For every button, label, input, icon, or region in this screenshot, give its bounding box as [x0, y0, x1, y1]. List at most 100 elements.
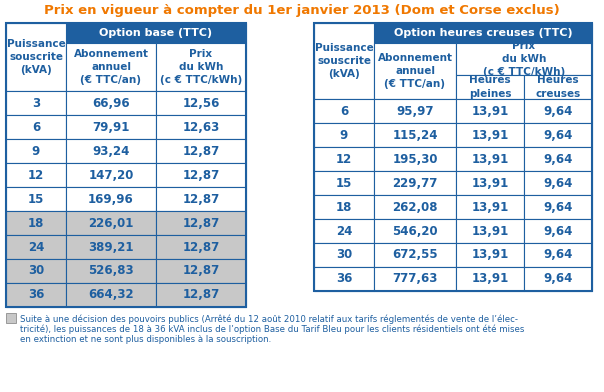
Text: 9: 9: [340, 129, 348, 142]
Bar: [456, 267, 524, 291]
Text: 526,83: 526,83: [88, 265, 134, 278]
Text: Abonnement
annuel
(€ TTC/an): Abonnement annuel (€ TTC/an): [74, 49, 149, 85]
Text: 15: 15: [28, 192, 44, 205]
Bar: [374, 171, 456, 195]
Bar: [374, 123, 456, 147]
Text: Puissance
souscrite
(kVA): Puissance souscrite (kVA): [7, 39, 65, 75]
Text: Heures
creuses: Heures creuses: [535, 75, 580, 99]
Text: 115,24: 115,24: [392, 129, 438, 142]
Bar: [314, 99, 374, 123]
Bar: [66, 259, 156, 283]
Text: Suite à une décision des pouvoirs publics (Arrêté du 12 août 2010 relatif aux ta: Suite à une décision des pouvoirs public…: [20, 315, 518, 325]
Text: Prix
du kWh
(c € TTC/kWh): Prix du kWh (c € TTC/kWh): [483, 41, 565, 77]
Text: 9,64: 9,64: [544, 272, 573, 285]
Bar: [314, 23, 592, 291]
Bar: [156, 91, 246, 115]
Bar: [374, 243, 456, 267]
Text: 6: 6: [340, 105, 348, 118]
Text: 79,91: 79,91: [92, 120, 130, 134]
Text: Heures
pleines: Heures pleines: [469, 75, 511, 99]
Text: 9,64: 9,64: [544, 200, 573, 214]
Bar: [314, 23, 374, 99]
Bar: [524, 123, 592, 147]
Bar: [456, 195, 524, 219]
Text: 12: 12: [28, 169, 44, 181]
Bar: [524, 99, 592, 123]
Bar: [6, 139, 66, 163]
Text: 9,64: 9,64: [544, 129, 573, 142]
Text: 12,63: 12,63: [182, 120, 220, 134]
Bar: [374, 23, 592, 43]
Bar: [374, 99, 456, 123]
Text: 546,20: 546,20: [392, 225, 438, 238]
Text: 13,91: 13,91: [471, 225, 509, 238]
Text: 229,77: 229,77: [393, 176, 438, 189]
Bar: [456, 75, 524, 99]
Text: 13,91: 13,91: [471, 152, 509, 165]
Bar: [456, 219, 524, 243]
Text: 226,01: 226,01: [88, 216, 133, 229]
Text: tricité), les puissances de 18 à 36 kVA inclus de l’option Base du Tarif Bleu po: tricité), les puissances de 18 à 36 kVA …: [20, 325, 524, 334]
Bar: [6, 259, 66, 283]
Text: 9,64: 9,64: [544, 152, 573, 165]
Bar: [66, 235, 156, 259]
Bar: [456, 243, 524, 267]
Bar: [6, 163, 66, 187]
Bar: [456, 147, 524, 171]
Text: 6: 6: [32, 120, 40, 134]
Text: en extinction et ne sont plus disponibles à la souscription.: en extinction et ne sont plus disponible…: [20, 335, 271, 344]
Text: 664,32: 664,32: [88, 289, 134, 301]
Text: 262,08: 262,08: [392, 200, 438, 214]
Bar: [314, 171, 374, 195]
Bar: [156, 139, 246, 163]
Bar: [374, 219, 456, 243]
Bar: [314, 219, 374, 243]
Text: 9,64: 9,64: [544, 249, 573, 261]
Text: 12,87: 12,87: [182, 145, 220, 158]
Text: 18: 18: [336, 200, 352, 214]
Text: 13,91: 13,91: [471, 105, 509, 118]
Text: 12,87: 12,87: [182, 241, 220, 254]
Bar: [156, 43, 246, 91]
Text: 12,87: 12,87: [182, 169, 220, 181]
Bar: [6, 283, 66, 307]
Bar: [524, 147, 592, 171]
Text: Prix
du kWh
(c € TTC/kWh): Prix du kWh (c € TTC/kWh): [160, 49, 242, 85]
Bar: [456, 99, 524, 123]
Bar: [156, 115, 246, 139]
Bar: [66, 23, 246, 43]
Bar: [156, 259, 246, 283]
Text: Option heures creuses (TTC): Option heures creuses (TTC): [394, 28, 573, 38]
Bar: [524, 195, 592, 219]
Text: 3: 3: [32, 96, 40, 109]
Bar: [524, 267, 592, 291]
Bar: [374, 147, 456, 171]
Bar: [6, 91, 66, 115]
Bar: [66, 139, 156, 163]
Bar: [66, 43, 156, 91]
Bar: [524, 171, 592, 195]
Text: 9,64: 9,64: [544, 225, 573, 238]
Text: 13,91: 13,91: [471, 129, 509, 142]
Text: 9: 9: [32, 145, 40, 158]
Text: 30: 30: [336, 249, 352, 261]
Bar: [156, 187, 246, 211]
Text: 777,63: 777,63: [393, 272, 438, 285]
Bar: [156, 211, 246, 235]
Text: 95,97: 95,97: [396, 105, 434, 118]
Text: 9,64: 9,64: [544, 105, 573, 118]
Text: 15: 15: [336, 176, 352, 189]
Bar: [156, 163, 246, 187]
Bar: [66, 211, 156, 235]
Text: 195,30: 195,30: [392, 152, 438, 165]
Text: 389,21: 389,21: [88, 241, 133, 254]
Bar: [66, 115, 156, 139]
Text: 147,20: 147,20: [88, 169, 133, 181]
Bar: [66, 283, 156, 307]
Text: 36: 36: [28, 289, 44, 301]
Bar: [314, 147, 374, 171]
Text: 12,87: 12,87: [182, 192, 220, 205]
Text: 30: 30: [28, 265, 44, 278]
Text: 12,87: 12,87: [182, 289, 220, 301]
Text: 24: 24: [336, 225, 352, 238]
